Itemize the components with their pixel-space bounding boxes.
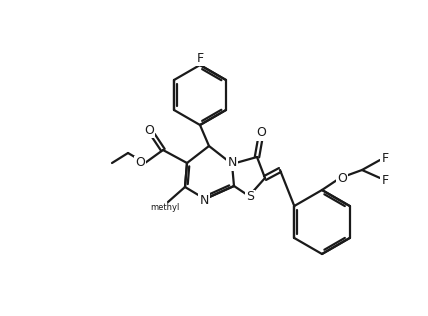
Text: N: N — [199, 193, 209, 206]
Text: N: N — [227, 156, 237, 169]
Text: S: S — [246, 191, 254, 204]
Text: O: O — [144, 124, 154, 137]
Text: F: F — [381, 151, 389, 165]
Text: F: F — [381, 173, 389, 186]
Text: O: O — [135, 156, 145, 169]
Text: O: O — [337, 172, 347, 185]
Text: methyl: methyl — [150, 204, 180, 212]
Text: O: O — [256, 126, 266, 139]
Text: F: F — [196, 52, 204, 64]
